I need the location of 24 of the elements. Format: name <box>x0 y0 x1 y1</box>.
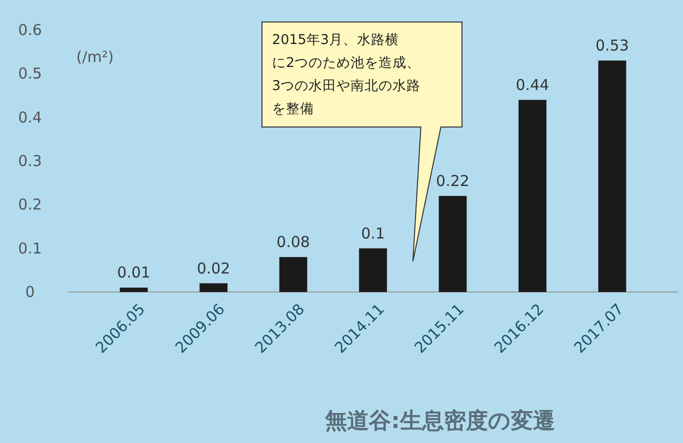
data-label: 0.53 <box>596 36 629 55</box>
bar <box>359 248 387 292</box>
bar <box>438 196 467 292</box>
y-tick-label: 0 <box>25 283 35 301</box>
bar <box>120 288 148 292</box>
y-tick-label: 0.5 <box>18 64 42 83</box>
bar <box>279 257 308 292</box>
bar <box>200 283 228 292</box>
y-tick-label: 0.2 <box>18 196 42 214</box>
y-axis-title: (/m²) <box>76 48 114 66</box>
data-label: 0.08 <box>276 233 310 252</box>
data-label: 0.44 <box>516 76 550 94</box>
callout-text: 2015年3月、水路横に2つのため池を造成、3つの水田や南北の水路を整備 <box>272 32 421 117</box>
bar <box>518 100 546 292</box>
bar <box>598 60 626 292</box>
y-tick-label: 0.3 <box>18 152 42 170</box>
text: 無道谷:生息密度の変遷 <box>324 408 555 434</box>
y-tick-label: 0.4 <box>18 108 42 126</box>
y-tick-label: 0.6 <box>18 21 42 39</box>
y-tick-label: 0.1 <box>18 239 42 258</box>
data-label: 0.22 <box>436 172 470 190</box>
data-label: 0.02 <box>196 259 230 278</box>
data-label: 0.01 <box>117 264 150 282</box>
data-label: 0.1 <box>361 224 385 242</box>
